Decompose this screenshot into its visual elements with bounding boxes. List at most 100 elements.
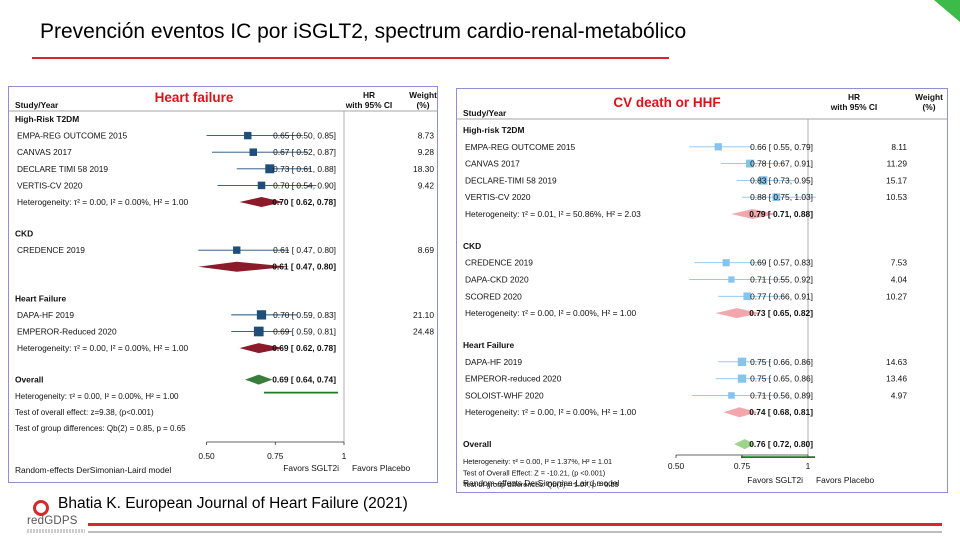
subtotal-ci-text: 0.73 [ 0.65, 0.82] [749,308,813,318]
column-header-weight: Weight [915,92,943,102]
subtotal-diamond [723,407,758,418]
effect-square [728,392,735,399]
study-label: CANVAS 2017 [17,147,72,157]
logo-tagline [27,529,85,533]
column-header-study: Study/Year [15,100,59,110]
weight-text: 15.17 [886,175,907,185]
study-label: DECLARE-TIMI 58 2019 [465,175,557,185]
overall-diamond [734,439,756,450]
chart-title: CV death or HHF [613,95,720,110]
column-header-weight-unit: (%) [416,100,429,110]
study-label: CANVAS 2017 [465,159,520,169]
study-label: EMPA-REG OUTCOME 2015 [465,142,575,152]
ci-text: 0.65 [ 0.50, 0.85] [273,131,336,141]
chart-title: Heart failure [155,90,234,105]
subtotal-ci-text: 0.69 [ 0.62, 0.78] [272,343,336,353]
effect-square [265,164,275,174]
effect-square [253,326,264,337]
weight-text: 21.10 [413,310,434,320]
ci-text: 0.70 [ 0.54, 0.90] [273,180,336,190]
slide-title: Prevención eventos IC por iSGLT2, spectr… [40,20,687,43]
study-label: EMPEROR-Reduced 2020 [17,326,117,336]
subtotal-ci-text: 0.74 [ 0.68, 0.81] [749,407,813,417]
ci-text: 0.75 [ 0.65, 0.86] [750,374,813,384]
column-header-weight: Weight [409,90,437,100]
model-footer: Random-effects DerSimonian-Laird model [463,478,619,488]
ci-text: 0.66 [ 0.55, 0.79] [750,142,813,152]
test-note: Test of group differences: Qb(2) = 0.85,… [15,424,186,433]
subtotal-diamond [239,343,284,354]
test-note: Test of group differences: Qb(2) = 1.07,… [463,480,619,489]
effect-square [737,374,747,383]
effect-square [256,310,267,320]
column-header-hr: HR [848,92,860,102]
weight-text: 8.11 [891,142,907,152]
overall-ci-text: 0.76 [ 0.72, 0.80] [749,439,813,449]
study-label: CREDENCE 2019 [17,245,85,255]
column-header-hr: HR [363,90,375,100]
ci-text: 0.70 [ 0.59, 0.83] [273,310,336,320]
corner-accent [934,0,960,22]
weight-text: 7.53 [891,258,908,268]
subgroup-header: High-Risk T2DM [15,114,79,124]
test-note: Test of Overall Effect: Z = -10.21, (p <… [463,468,605,477]
overall-label: Overall [463,439,491,449]
subtotal-ci-text: 0.61 [ 0.47, 0.80] [272,262,336,272]
x-tick-label: 0.50 [198,451,215,461]
weight-text: 24.48 [413,326,434,336]
overall-ci-text: 0.69 [ 0.64, 0.74] [272,375,336,385]
subgroup-header: CKD [15,229,33,239]
subgroup-header: CKD [463,241,481,251]
effect-square [714,143,722,151]
favors-left-label: Favors SGLT2i [283,463,339,473]
weight-text: 8.69 [418,245,435,255]
effect-square [745,159,754,168]
effect-square [249,148,258,156]
logo-text: redGDPS [27,515,78,527]
heterogeneity-text: Heterogeneity: τ² = 0.01, I² = 50.86%, H… [465,209,641,219]
study-label: SCORED 2020 [465,291,522,301]
weight-text: 11.29 [887,159,908,169]
ci-text: 0.78 [ 0.67, 0.91] [750,159,813,169]
weight-text: 10.53 [886,192,907,202]
study-label: DAPA-HF 2019 [17,310,74,320]
ci-text: 0.77 [ 0.66, 0.91] [750,291,813,301]
study-label: VERTIS-CV 2020 [17,180,83,190]
weight-text: 4.97 [891,390,908,400]
subtotal-diamond [715,308,761,319]
heterogeneity-text: Heterogeneity: τ² = 0.00, I² = 0.00%, H²… [17,197,188,207]
effect-square [737,357,747,367]
column-header-ci: with 95% CI [345,100,393,110]
x-tick-label: 0.75 [267,451,284,461]
weight-text: 10.27 [886,291,907,301]
weight-text: 9.28 [418,147,435,157]
subgroup-header: High-risk T2DM [463,125,524,135]
weight-text: 4.04 [891,275,908,285]
weight-text: 13.46 [886,374,907,384]
x-tick-label: 0.75 [734,461,751,471]
column-header-weight-unit: (%) [922,102,935,112]
ci-text: 0.61 [ 0.47, 0.80] [273,245,336,255]
heterogeneity-text: Heterogeneity: τ² = 0.00, I² = 0.00%, H²… [17,343,188,353]
study-label: SOLOIST-WHF 2020 [465,390,544,400]
subtotal-diamond [239,197,284,207]
ci-text: 0.71 [ 0.56, 0.89] [750,390,813,400]
subtotal-diamond [198,261,289,272]
redgdps-logo: redGDPS [27,500,87,536]
test-note: Heterogeneity: τ² = 0.00, I² = 0.00%, H²… [15,392,179,401]
study-label: EMPEROR-reduced 2020 [465,374,562,384]
heterogeneity-text: Heterogeneity: τ² = 0.00, I² = 0.00%, H²… [465,407,636,417]
heterogeneity-text: Heterogeneity: τ² = 0.00, I² = 0.00%, H²… [465,308,636,318]
test-note: Test of overall effect: z=9.38, (p<0.001… [15,408,154,417]
study-label: VERTIS-CV 2020 [465,192,531,202]
effect-square [772,193,781,202]
effect-square [257,181,266,190]
effect-square [722,259,730,267]
study-label: DECLARE TIMI 58 2019 [17,164,108,174]
effect-square [233,246,241,254]
ci-text: 0.69 [ 0.59, 0.81] [273,326,336,336]
weight-text: 14.63 [886,357,907,367]
subtotal-diamond [731,209,777,219]
